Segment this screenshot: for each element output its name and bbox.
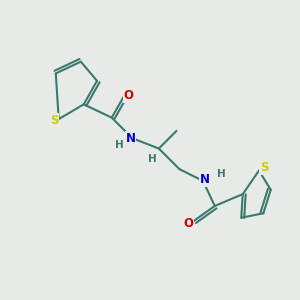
Text: S: S — [50, 114, 58, 127]
Text: O: O — [184, 217, 194, 230]
Text: H: H — [148, 154, 157, 164]
Text: H: H — [115, 140, 124, 150]
Text: H: H — [217, 169, 226, 179]
Text: N: N — [126, 132, 136, 145]
Text: O: O — [124, 89, 134, 102]
Text: S: S — [260, 161, 269, 174]
Text: N: N — [200, 173, 209, 186]
